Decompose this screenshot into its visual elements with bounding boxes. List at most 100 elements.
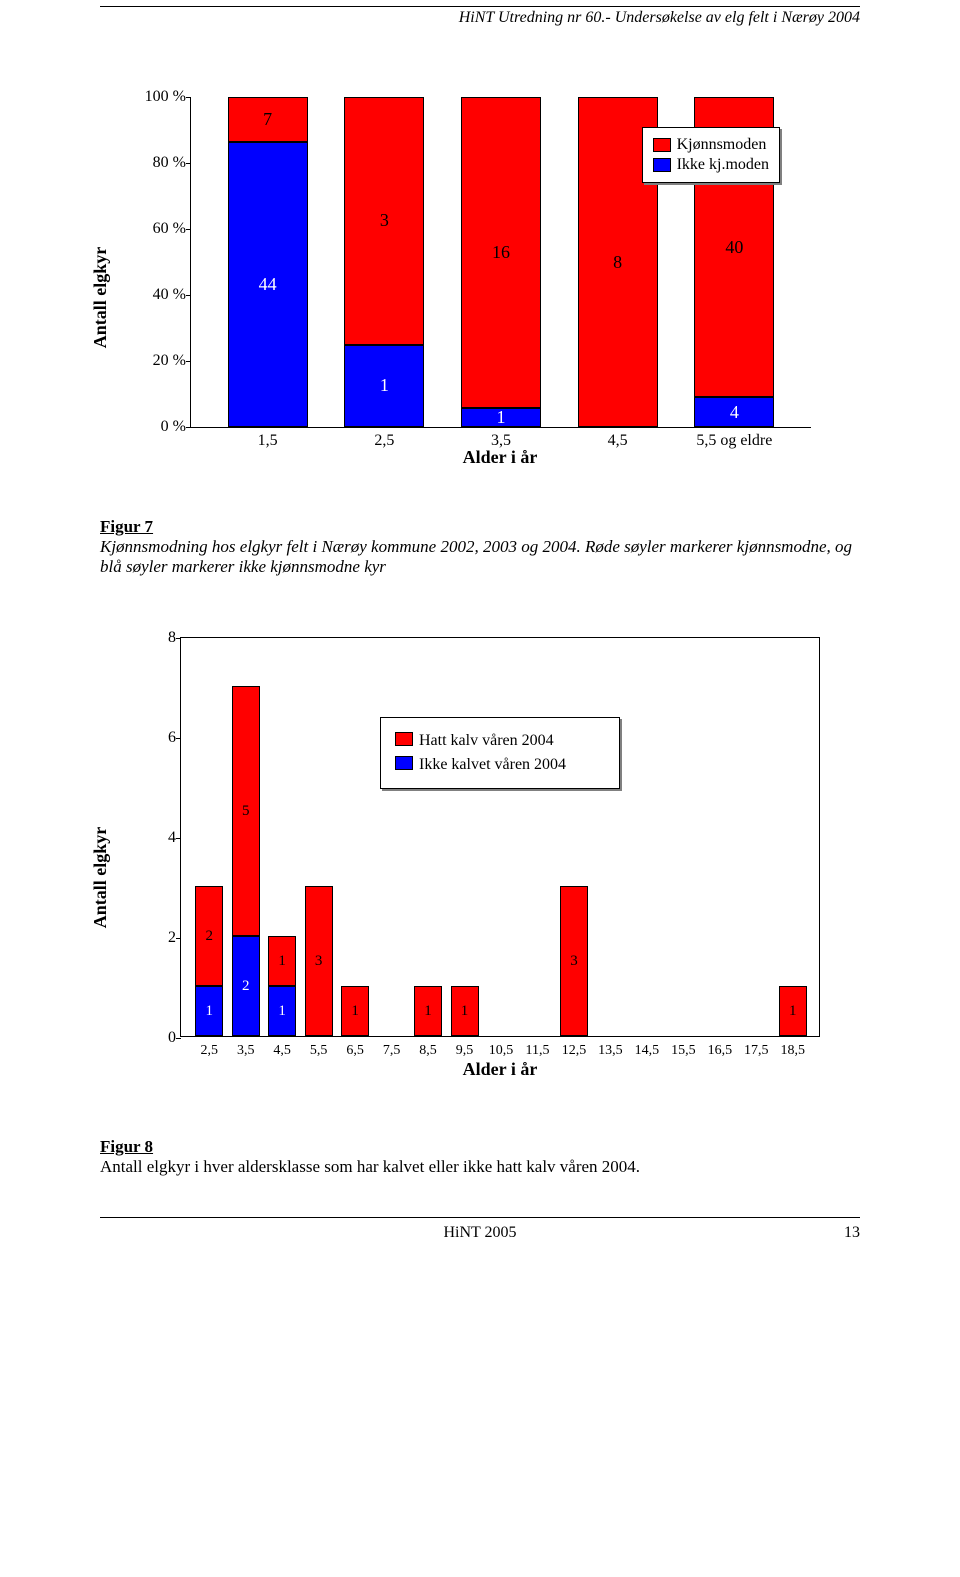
footer-page-number: 13 bbox=[844, 1224, 860, 1242]
chart1-ytick: 20 % bbox=[131, 352, 186, 370]
chart2-bar-segment: 1 bbox=[779, 986, 807, 1036]
chart2-xlabel: 5,5 bbox=[299, 1043, 339, 1059]
header-rule bbox=[100, 6, 860, 7]
caption1: Figur 7 Kjønnsmodning hos elgkyr felt i … bbox=[100, 517, 860, 577]
legend-label: Ikke kj.moden bbox=[677, 156, 769, 174]
caption2-text: Antall elgkyr i hver aldersklasse som ha… bbox=[100, 1157, 640, 1176]
chart2-bar-segment: 2 bbox=[232, 936, 260, 1036]
caption2-title: Figur 8 bbox=[100, 1137, 153, 1156]
chart2-xlabel: 11,5 bbox=[517, 1043, 557, 1059]
chart2-bar-segment: 3 bbox=[560, 886, 588, 1036]
chart2-ytick-mark bbox=[176, 838, 181, 839]
chart2-xlabel: 2,5 bbox=[189, 1043, 229, 1059]
legend-swatch bbox=[653, 158, 671, 172]
chart2-xlabel: 7,5 bbox=[372, 1043, 412, 1059]
chart1-bar: 13 bbox=[344, 97, 424, 427]
chart2-bar-segment: 1 bbox=[268, 936, 296, 986]
caption1-text: Kjønnsmodning hos elgkyr felt i Nærøy ko… bbox=[100, 537, 852, 576]
page: HiNT Utredning nr 60.- Undersøkelse av e… bbox=[0, 6, 960, 1282]
chart2-bar-segment: 1 bbox=[414, 986, 442, 1036]
chart2-xlabel: 17,5 bbox=[736, 1043, 776, 1059]
chart2-bar-segment: 1 bbox=[268, 986, 296, 1036]
chart2-xlabel: 3,5 bbox=[226, 1043, 266, 1059]
chart2-bar: 1 bbox=[779, 986, 807, 1036]
chart2-bar: 3 bbox=[560, 886, 588, 1036]
chart1-ytick: 60 % bbox=[131, 220, 186, 238]
chart2-xlabel: 13,5 bbox=[590, 1043, 630, 1059]
caption2: Figur 8 Antall elgkyr i hver aldersklass… bbox=[100, 1137, 860, 1177]
chart1-bar-segment: 3 bbox=[344, 97, 424, 345]
legend-item: Hatt kalv våren 2004 bbox=[395, 732, 605, 750]
chart2-xlabel: 16,5 bbox=[700, 1043, 740, 1059]
chart2-ytick: 6 bbox=[151, 729, 176, 747]
chart1-ytick: 100 % bbox=[131, 88, 186, 106]
chart2-bar: 12 bbox=[195, 886, 223, 1036]
chart1-bar: 447 bbox=[228, 97, 308, 427]
header-text: HiNT Utredning nr 60.- Undersøkelse av e… bbox=[100, 9, 860, 27]
chart1-ytick-mark bbox=[186, 295, 191, 296]
legend-swatch bbox=[395, 732, 413, 746]
chart1-ytick: 0 % bbox=[131, 418, 186, 436]
chart1-ytick-mark bbox=[186, 163, 191, 164]
chart2-ytick-mark bbox=[176, 938, 181, 939]
legend-label: Ikke kalvet våren 2004 bbox=[419, 756, 566, 774]
legend-label: Kjønnsmoden bbox=[677, 136, 767, 154]
chart2-ytick: 0 bbox=[151, 1029, 176, 1047]
chart2-bar-segment: 5 bbox=[232, 686, 260, 936]
chart1-ytick-mark bbox=[186, 361, 191, 362]
chart2-bar: 25 bbox=[232, 686, 260, 1036]
chart2-xlabel: 9,5 bbox=[445, 1043, 485, 1059]
chart2-ytick-mark bbox=[176, 638, 181, 639]
chart1-ytick: 40 % bbox=[131, 286, 186, 304]
chart2-bar-segment: 1 bbox=[195, 986, 223, 1036]
legend-item: Ikke kj.moden bbox=[653, 156, 769, 174]
caption1-title: Figur 7 bbox=[100, 517, 153, 536]
chart2-legend: Hatt kalv våren 2004 Ikke kalvet våren 20… bbox=[380, 717, 620, 789]
chart2-ytick-mark bbox=[176, 1038, 181, 1039]
chart2-bar-segment: 1 bbox=[341, 986, 369, 1036]
chart2-ytick: 4 bbox=[151, 829, 176, 847]
legend-item: Ikke kalvet våren 2004 bbox=[395, 756, 605, 774]
chart2-xlabel: 15,5 bbox=[663, 1043, 703, 1059]
legend-label: Hatt kalv våren 2004 bbox=[419, 732, 554, 750]
chart2-bar: 3 bbox=[305, 886, 333, 1036]
chart1-bar-segment: 4 bbox=[694, 397, 774, 427]
chart1-bar-segment: 16 bbox=[461, 97, 541, 408]
chart1-xaxis-title: Alder i år bbox=[190, 447, 810, 468]
footer: HiNT 2005 13 bbox=[100, 1224, 860, 1242]
chart2-bar: 1 bbox=[451, 986, 479, 1036]
chart2-plot: 02468122,5253,5114,535,516,57,518,519,51… bbox=[180, 637, 820, 1037]
chart1-legend: Kjønnsmoden Ikke kj.moden bbox=[642, 127, 780, 183]
footer-rule bbox=[100, 1217, 860, 1218]
chart2-bar: 1 bbox=[414, 986, 442, 1036]
chart2-bar-segment: 2 bbox=[195, 886, 223, 986]
chart2-xlabel: 10,5 bbox=[481, 1043, 521, 1059]
chart2-ytick: 2 bbox=[151, 929, 176, 947]
chart1-ytick-mark bbox=[186, 427, 191, 428]
chart2-xlabel: 14,5 bbox=[627, 1043, 667, 1059]
chart2-xlabel: 4,5 bbox=[262, 1043, 302, 1059]
chart2-yaxis-title: Antall elgkyr bbox=[90, 827, 111, 929]
chart1-bar-segment: 1 bbox=[461, 408, 541, 427]
chart2-bar-segment: 3 bbox=[305, 886, 333, 1036]
footer-center: HiNT 2005 bbox=[443, 1224, 516, 1242]
legend-swatch bbox=[653, 138, 671, 152]
chart1-ytick-mark bbox=[186, 229, 191, 230]
chart2-ytick: 8 bbox=[151, 629, 176, 647]
chart2-xaxis-title: Alder i år bbox=[180, 1059, 820, 1080]
chart1: Antall elgkyr 0 %20 %40 %60 %80 %100 %44… bbox=[120, 87, 840, 487]
chart2-bar: 11 bbox=[268, 936, 296, 1036]
chart1-bar-segment: 44 bbox=[228, 142, 308, 427]
chart2-xlabel: 18,5 bbox=[773, 1043, 813, 1059]
chart2-xlabel: 6,5 bbox=[335, 1043, 375, 1059]
legend-swatch bbox=[395, 756, 413, 770]
chart1-bar: 116 bbox=[461, 97, 541, 427]
chart1-ytick: 80 % bbox=[131, 154, 186, 172]
chart2-bar: 1 bbox=[341, 986, 369, 1036]
chart2-xlabel: 8,5 bbox=[408, 1043, 448, 1059]
chart1-yaxis-title: Antall elgkyr bbox=[90, 247, 111, 349]
chart2-ytick-mark bbox=[176, 738, 181, 739]
chart1-bar-segment: 1 bbox=[344, 345, 424, 428]
chart1-bar-segment: 7 bbox=[228, 97, 308, 142]
chart2-bar-segment: 1 bbox=[451, 986, 479, 1036]
